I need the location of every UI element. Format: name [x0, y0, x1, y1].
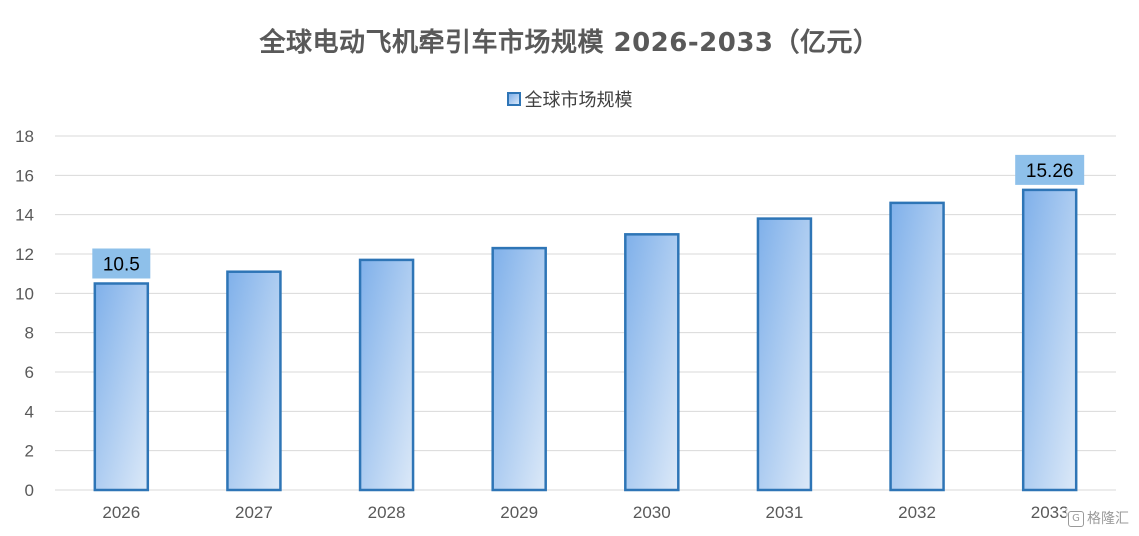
legend-label: 全球市场规模 — [524, 90, 633, 111]
x-tick-label: 2027 — [235, 503, 273, 522]
data-label-bg — [1015, 154, 1085, 185]
g-icon: G — [1068, 511, 1084, 527]
bar — [358, 258, 415, 492]
bar — [624, 233, 680, 492]
chart-title: 全球电动飞机牵引车市场规模 2026-2033（亿元） — [259, 28, 880, 58]
legend-swatch — [506, 92, 521, 106]
bar — [491, 246, 547, 492]
y-tick-label: 10 — [15, 284, 34, 303]
y-tick-label: 16 — [15, 166, 34, 185]
y-tick-label: 18 — [15, 127, 34, 146]
x-tick-label: 2026 — [102, 503, 140, 522]
x-tick-label: 2030 — [633, 503, 671, 522]
legend: 全球市场规模 — [0, 86, 1139, 112]
y-tick-label: 0 — [25, 481, 34, 500]
x-tick-label: 2033 — [1031, 503, 1069, 522]
data-label: 10.5 — [103, 255, 140, 276]
watermark-text: 格隆汇 — [1087, 511, 1129, 527]
watermark: G 格隆汇 — [1066, 508, 1131, 528]
bar — [889, 201, 945, 492]
x-tick-label: 2032 — [898, 503, 936, 522]
y-tick-label: 12 — [15, 245, 34, 264]
y-tick-label: 8 — [25, 324, 34, 343]
data-label-bg — [92, 248, 151, 279]
bar — [226, 270, 282, 492]
x-tick-label: 2031 — [766, 503, 804, 522]
bar — [1021, 188, 1078, 492]
y-tick-label: 2 — [25, 442, 34, 461]
x-tick-label: 2028 — [368, 503, 406, 522]
bar — [756, 217, 813, 492]
y-tick-label: 6 — [25, 363, 34, 382]
bar — [93, 282, 150, 492]
x-tick-label: 2029 — [500, 503, 538, 522]
y-tick-label: 14 — [15, 206, 34, 225]
data-label: 15.26 — [1026, 161, 1074, 182]
y-tick-label: 4 — [25, 402, 34, 421]
